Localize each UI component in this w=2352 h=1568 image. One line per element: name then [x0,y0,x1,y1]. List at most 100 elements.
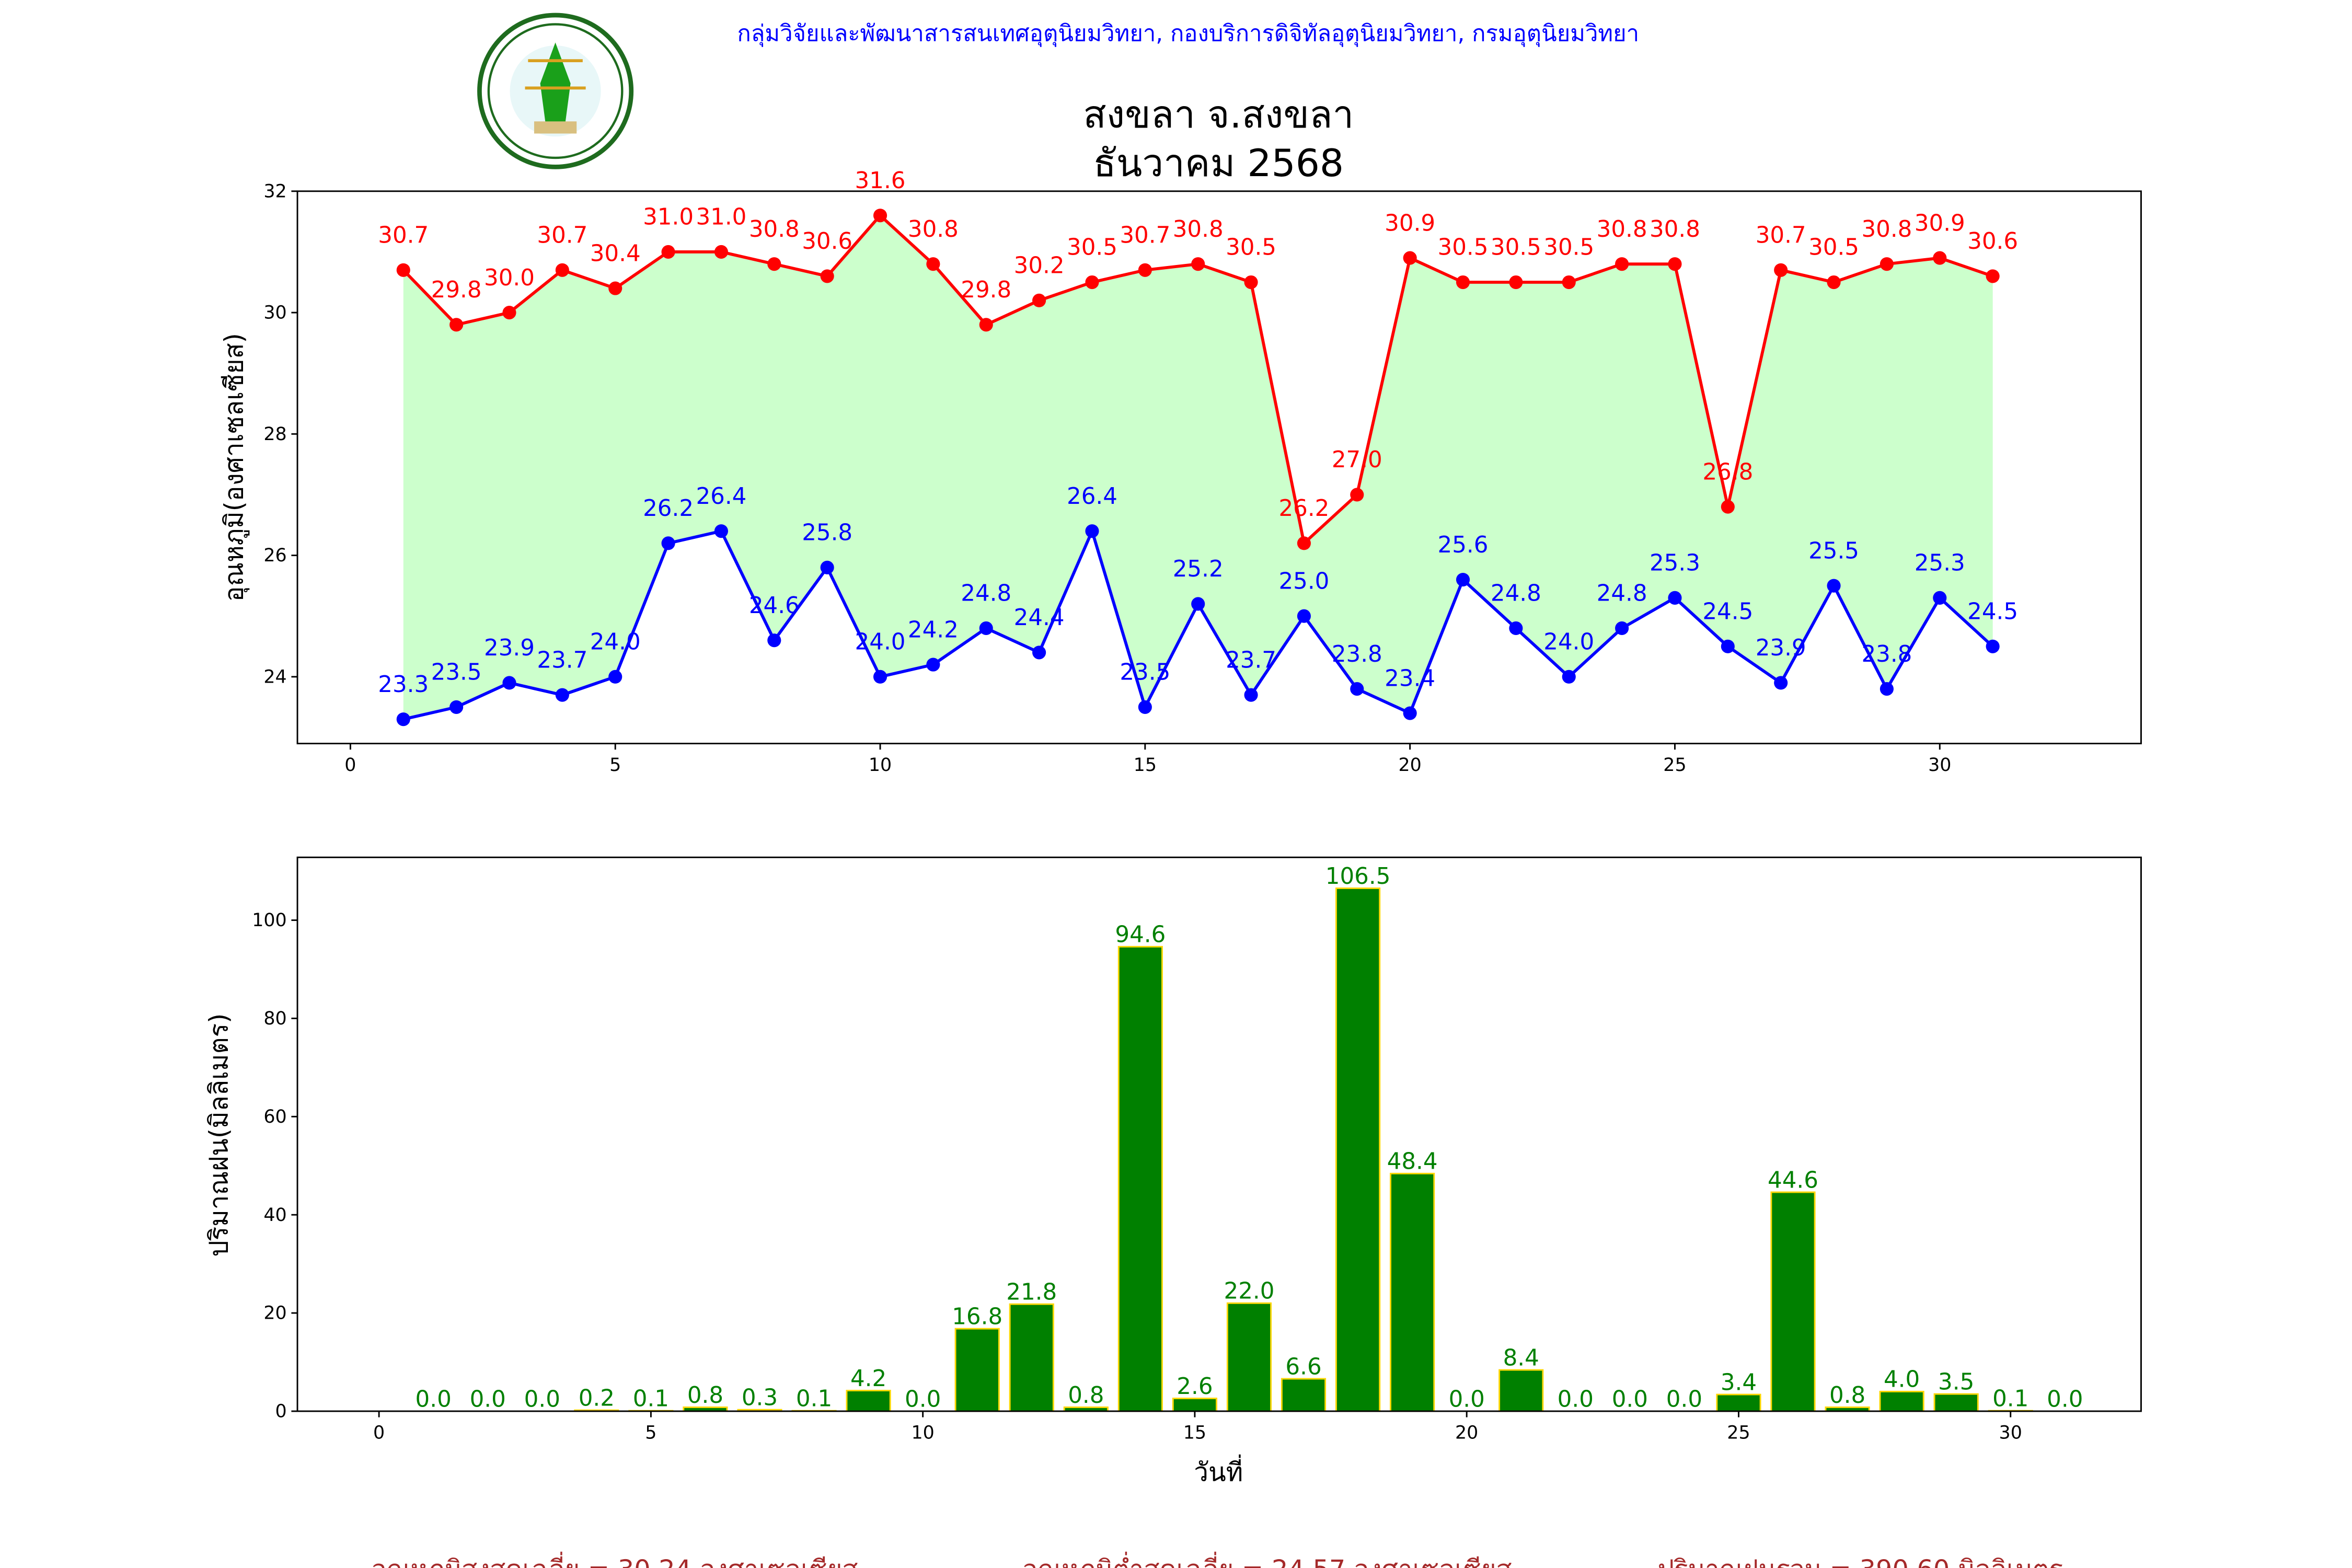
chart-title-station: สงขลา จ.สงขลา [1083,93,1354,137]
max-temperature-label: 31.6 [855,168,906,194]
rainfall-label: 0.0 [470,1386,506,1412]
rainfall-y-axis-label: ปริมาณฝน(มิลลิเมตร) [203,1013,234,1257]
rainfall-label: 16.8 [952,1304,1002,1330]
max-temperature-point [1456,275,1470,290]
rainfall-label: 0.3 [742,1385,778,1411]
min-temperature-point [449,700,464,714]
max-temperature-point [1774,263,1788,277]
min-temperature-label: 23.9 [484,635,535,661]
rainfall-label: 0.0 [1449,1386,1485,1412]
min-temperature-point [873,670,887,684]
rainfall-label: 6.6 [1285,1354,1321,1380]
rainfall-bar [1117,946,1163,1412]
temperature-x-tick-label: 15 [1134,755,1157,776]
temperature-x-tick-label: 20 [1398,755,1421,776]
max-temperature-point [873,209,887,223]
min-temperature-point [820,560,834,574]
min-temperature-point [1191,597,1205,611]
max-temperature-label: 31.0 [696,204,746,230]
min-temperature-label: 24.2 [908,617,959,643]
max-temperature-label: 30.6 [1967,228,2018,255]
temperature-x-tick-label: 10 [869,755,892,776]
min-temperature-point [1403,706,1417,720]
min-temperature-label: 26.2 [643,495,694,522]
min-temperature-label: 24.0 [590,629,641,655]
rainfall-y-tick-label: 40 [263,1205,286,1226]
rainfall-label: 3.5 [1938,1369,1974,1395]
meteorological-department-logo [477,13,634,169]
max-temperature-label: 26.2 [1278,495,1329,522]
min-temperature-label: 25.5 [1808,538,1859,564]
max-temperature-label: 29.8 [431,277,482,303]
rainfall-label: 0.0 [416,1386,452,1412]
max-temperature-point [1986,269,2000,283]
min-temperature-point [979,621,993,636]
rainfall-bar [1716,1393,1761,1412]
max-temperature-label: 26.8 [1702,459,1753,485]
rainfall-label: 0.0 [2047,1386,2083,1412]
rainfall-bar [1335,887,1381,1412]
min-temperature-point [714,524,728,538]
min-temperature-point [1668,591,1682,605]
max-temperature-point [1827,275,1841,290]
max-temperature-point [979,318,993,332]
min-temperature-label: 26.4 [696,483,746,510]
rainfall-label: 0.0 [1666,1386,1702,1412]
temperature-x-tick-label: 5 [609,755,621,776]
rainfall-label: 106.5 [1325,863,1391,890]
max-temperature-point [1085,275,1099,290]
min-temperature-label: 24.5 [1967,599,2018,625]
rainfall-label: 0.8 [1829,1382,1865,1409]
max-temperature-point [1933,251,1947,265]
min-temperature-point [1509,621,1523,636]
min-temperature-label: 24.6 [749,593,800,619]
min-temperature-point [1244,688,1258,702]
max-temperature-point [1297,536,1311,550]
footer-avg-max: อุณหภูมิสูงสุดเฉลี่ย = 30.24 องศาเซลเซีย… [371,1551,858,1568]
min-temperature-label: 23.7 [537,647,587,673]
agency-line: กลุ่มวิจัยและพัฒนาสารสนเทศอุตุนิยมวิทยา,… [737,20,1639,47]
max-temperature-point [608,281,622,295]
max-temperature-point [1880,257,1894,271]
rainfall-label: 44.6 [1768,1167,1818,1193]
rainfall-y-tick-label: 80 [263,1008,286,1029]
rainfall-y-tick-label: 60 [263,1106,286,1127]
rainfall-bar [1770,1191,1816,1412]
rainfall-bar [1226,1302,1272,1412]
rainfall-label: 0.8 [687,1382,723,1409]
rainfall-label: 2.6 [1177,1374,1213,1400]
min-temperature-point [1297,609,1311,623]
temperature-y-tick-label: 28 [263,424,286,445]
temperature-x-tick-label: 25 [1663,755,1686,776]
min-temperature-point [1562,670,1576,684]
max-temperature-point [1138,263,1152,277]
rainfall-label: 0.1 [796,1386,832,1412]
max-temperature-point [449,318,464,332]
max-temperature-point [661,245,675,259]
max-temperature-point [1350,488,1364,502]
max-temperature-label: 30.5 [1808,235,1859,261]
max-temperature-label: 30.9 [1385,210,1435,236]
footer-total-rain: ปริมาณฝนรวม = 390.60 มิลลิเมตร [1658,1554,2063,1568]
min-temperature-point [1350,682,1364,696]
min-temperature-point [1615,621,1629,636]
rainfall-label: 0.0 [905,1386,941,1412]
min-temperature-point [1721,639,1735,653]
min-temperature-point [1138,700,1152,714]
min-temperature-label: 24.4 [1014,605,1065,631]
temperature-y-tick-label: 32 [263,181,286,202]
rainfall-label: 0.0 [1558,1386,1594,1412]
min-temperature-label: 25.3 [1915,550,1965,577]
rainfall-label: 0.0 [524,1386,560,1412]
min-temperature-label: 23.7 [1226,647,1276,673]
rainfall-bar [954,1328,1000,1412]
rainfall-bar [1498,1369,1544,1412]
rainfall-x-tick-label: 25 [1727,1422,1750,1443]
min-temperature-label: 23.3 [378,672,429,698]
temperature-y-tick-label: 30 [263,303,286,324]
max-temperature-label: 30.5 [1491,235,1541,261]
max-temperature-label: 30.5 [1438,235,1489,261]
max-temperature-point [1721,500,1735,514]
max-temperature-label: 30.8 [908,216,959,243]
temperature-y-tick-label: 24 [263,666,286,687]
